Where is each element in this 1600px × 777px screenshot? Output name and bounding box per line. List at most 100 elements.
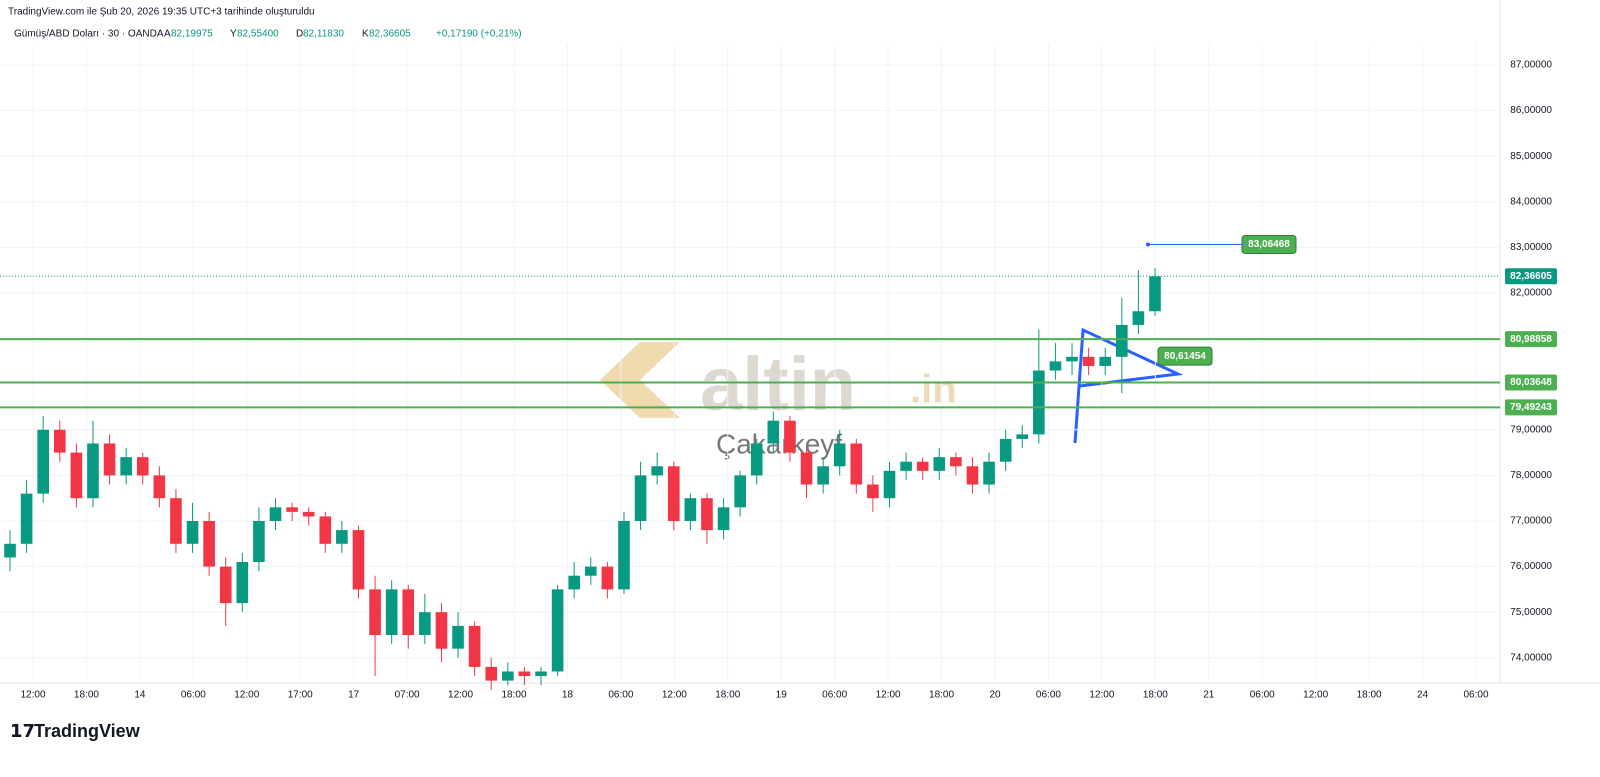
candle-body bbox=[950, 457, 962, 467]
candle-body bbox=[70, 452, 83, 499]
candle-body bbox=[352, 530, 365, 590]
candle-body bbox=[867, 484, 879, 499]
candle-body bbox=[983, 461, 995, 485]
x-tick-label: 06:00 bbox=[1463, 690, 1488, 701]
legend-value: 82,19975 bbox=[171, 29, 213, 40]
level-label-bg bbox=[1505, 331, 1557, 348]
candle-body bbox=[618, 521, 630, 590]
candle-body bbox=[634, 475, 647, 521]
y-tick-label: 79,00000 bbox=[1510, 424, 1552, 435]
annotation-bg bbox=[1157, 346, 1213, 366]
x-tick-label: 06:00 bbox=[181, 690, 206, 701]
x-tick-label: 06:00 bbox=[1036, 690, 1061, 701]
candle-body bbox=[385, 589, 398, 635]
candle-body bbox=[103, 443, 116, 476]
candle-body bbox=[651, 466, 663, 476]
candle-body bbox=[286, 507, 298, 512]
legend-value: 82,11830 bbox=[303, 29, 344, 40]
y-tick-label: 76,00000 bbox=[1510, 561, 1552, 572]
candle-body bbox=[170, 498, 182, 544]
y-tick-label: 84,00000 bbox=[1510, 196, 1552, 207]
x-tick-label: 17 bbox=[348, 690, 360, 701]
candle-body bbox=[900, 461, 912, 471]
candle-body bbox=[37, 429, 49, 494]
legend-key: D bbox=[296, 29, 303, 40]
x-tick-label: 12:00 bbox=[448, 690, 473, 701]
x-tick-label: 18:00 bbox=[501, 690, 526, 701]
candle-body bbox=[767, 420, 780, 444]
x-tick-label: 12:00 bbox=[1303, 690, 1328, 701]
candle-body bbox=[568, 575, 581, 590]
candle-body bbox=[1016, 434, 1029, 439]
x-tick-label: 06:00 bbox=[822, 690, 847, 701]
annotation-label: 83,06468 bbox=[1248, 239, 1290, 250]
candle-body bbox=[701, 498, 713, 531]
candle-body bbox=[1149, 276, 1161, 312]
candle-body bbox=[485, 666, 498, 681]
x-tick-label: 20 bbox=[989, 690, 1001, 701]
candle-body bbox=[1033, 370, 1045, 435]
x-tick-label: 18:00 bbox=[1143, 690, 1168, 701]
x-tick-label: 06:00 bbox=[608, 690, 633, 701]
symbol: Gümüş/ABD Doları · 30 · OANDA bbox=[14, 29, 164, 40]
annotation-bg bbox=[1241, 234, 1297, 254]
x-tick-label: 17:00 bbox=[288, 690, 313, 701]
x-tick-label: 12:00 bbox=[20, 690, 45, 701]
candle-body bbox=[87, 443, 99, 499]
x-tick-label: 12:00 bbox=[234, 690, 259, 701]
candle-body bbox=[817, 466, 829, 485]
candle-body bbox=[502, 671, 514, 681]
candle-body bbox=[219, 566, 232, 604]
x-tick-label: 21 bbox=[1203, 690, 1215, 701]
annotation-label: 80,61454 bbox=[1164, 351, 1206, 362]
y-tick-label: 86,00000 bbox=[1510, 105, 1552, 116]
candle-body bbox=[4, 543, 16, 558]
candle-body bbox=[468, 625, 481, 667]
y-tick-label: 83,00000 bbox=[1510, 242, 1552, 253]
candle-body bbox=[419, 612, 431, 635]
credit: TradingView.com ile Şub 20, 2026 19:35 U… bbox=[8, 7, 315, 18]
candle-body bbox=[20, 493, 33, 544]
candle-body bbox=[186, 521, 199, 544]
level-label-bg bbox=[1505, 399, 1557, 416]
legend-key: A bbox=[164, 29, 171, 40]
x-tick-label: 14 bbox=[134, 690, 146, 701]
logo: TradingView bbox=[34, 721, 141, 741]
candle-body bbox=[269, 507, 282, 521]
x-tick-label: 12:00 bbox=[662, 690, 687, 701]
candle-body bbox=[120, 457, 132, 476]
y-tick-label: 78,00000 bbox=[1510, 470, 1552, 481]
watermark-suffix: .in bbox=[910, 368, 957, 412]
candle-body bbox=[1066, 356, 1078, 362]
x-tick-label: 18:00 bbox=[929, 690, 954, 701]
level-label: 80,98858 bbox=[1510, 334, 1552, 345]
legend-key: Y bbox=[230, 29, 237, 40]
logo-mark: 𝟭𝟳 bbox=[10, 721, 35, 741]
watermark-logo bbox=[600, 342, 680, 418]
candle-body bbox=[319, 516, 332, 544]
y-tick-label: 87,00000 bbox=[1510, 60, 1552, 71]
x-tick-label: 18:00 bbox=[715, 690, 740, 701]
x-tick-label: 12:00 bbox=[876, 690, 901, 701]
candle-body bbox=[402, 589, 415, 635]
last-price-label: 82,36605 bbox=[1510, 271, 1552, 282]
candle-body bbox=[916, 461, 929, 471]
x-tick-label: 06:00 bbox=[1250, 690, 1275, 701]
candle-body bbox=[999, 438, 1012, 462]
legend-value: 82,55400 bbox=[237, 29, 279, 40]
x-tick-label: 18:00 bbox=[1357, 690, 1382, 701]
candle-body bbox=[302, 511, 315, 517]
triangle-drawing bbox=[1073, 327, 1184, 444]
candle-body bbox=[850, 443, 863, 485]
candle-body bbox=[717, 507, 730, 531]
candle-body bbox=[601, 566, 614, 590]
legend-key: K bbox=[362, 29, 369, 40]
last-price-bg bbox=[1505, 268, 1557, 285]
y-tick-label: 74,00000 bbox=[1510, 652, 1552, 663]
candle-body bbox=[800, 452, 813, 485]
candle-body bbox=[750, 443, 763, 476]
candle-body bbox=[584, 566, 597, 576]
watermark-brand: altin bbox=[700, 342, 856, 427]
candle-body bbox=[1132, 311, 1145, 325]
